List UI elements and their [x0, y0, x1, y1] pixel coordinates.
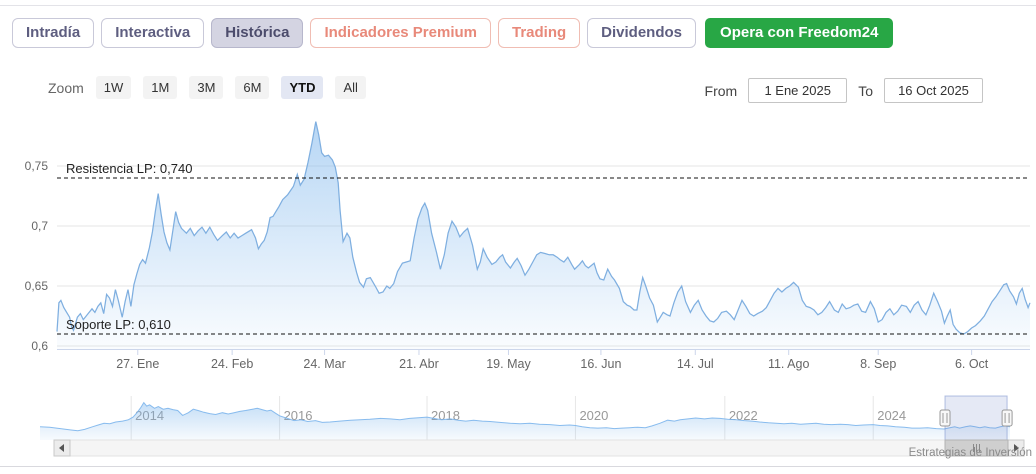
x-axis-label: 19. May [486, 357, 531, 371]
watermark-estrategias: Estrategias de Inversión [908, 447, 1032, 459]
tab-dividendos[interactable]: Dividendos [587, 18, 697, 48]
tab-historica[interactable]: Histórica [211, 18, 304, 48]
navigator-year-label: 2020 [579, 408, 608, 423]
price-line [56, 121, 1031, 335]
tab-interactiva[interactable]: Interactiva [101, 18, 205, 48]
from-label: From [704, 82, 738, 99]
navigator-line [39, 401, 1011, 432]
y-axis-label: 0,6 [31, 339, 48, 353]
navigator-handle-right[interactable] [1001, 409, 1013, 427]
y-axis-label: 0,65 [25, 279, 49, 293]
date-range-controls: From To [705, 78, 983, 103]
top-divider [0, 5, 1036, 6]
zoom-1w-button[interactable]: 1W [95, 76, 132, 99]
freedom24-cta-button[interactable]: Opera con Freedom24 [705, 18, 894, 48]
navigator-area [40, 402, 1010, 440]
scrollbar-right-arrow-icon [1014, 444, 1019, 452]
navigator-year-label: 2024 [877, 408, 906, 423]
x-axis-label: 24. Feb [211, 357, 253, 371]
navigator-selection[interactable] [944, 395, 1008, 441]
zoom-3m-button[interactable]: 3M [189, 76, 224, 99]
x-axis-label: 14. Jul [677, 357, 714, 371]
zoom-1m-button[interactable]: 1M [143, 76, 178, 99]
zoom-ytd-button[interactable]: YTD [281, 76, 324, 99]
zoom-all-button[interactable]: All [335, 76, 366, 99]
x-axis-label: 16. Jun [580, 357, 621, 371]
support-label: Soporte LP: 0,610 [66, 317, 171, 332]
navigator-year-label: 2022 [729, 408, 758, 423]
x-axis-label: 27. Ene [116, 357, 159, 371]
tab-indicadores-premium[interactable]: Indicadores Premium [310, 18, 491, 48]
scrollbar-track[interactable] [53, 439, 1025, 457]
price-area [57, 121, 1030, 349]
chart-tabs: Intradía Interactiva Histórica Indicador… [12, 18, 894, 48]
bottom-divider [0, 466, 1036, 467]
tab-intradia[interactable]: Intradía [12, 18, 95, 48]
to-date-input[interactable] [884, 78, 983, 103]
x-axis-label: 24. Mar [303, 357, 345, 371]
from-date-input[interactable] [748, 78, 848, 103]
price-chart-svg: 0,75 0,7 0,65 0,6 27. Ene 24. Feb 24. Mar 21. A… [25, 121, 1031, 457]
zoom-controls: Zoom 1W 1M 3M 6M YTD All [48, 76, 366, 99]
y-axis-label: 0,7 [31, 219, 48, 233]
zoom-6m-button[interactable]: 6M [235, 76, 270, 99]
zoom-label: Zoom [48, 79, 84, 96]
y-axis-label: 0,75 [25, 159, 49, 173]
x-axis-label: 11. Ago [768, 357, 810, 371]
resistance-label: Resistencia LP: 0,740 [66, 161, 192, 176]
x-axis-label: 8. Sep [860, 357, 896, 371]
to-label: To [858, 82, 873, 99]
x-axis-label: 6. Oct [955, 357, 989, 371]
navigator-handle-left[interactable] [939, 409, 951, 427]
scrollbar-left-arrow-icon [59, 444, 64, 452]
x-axis-label: 21. Abr [399, 357, 439, 371]
tab-trading[interactable]: Trading [498, 18, 581, 48]
